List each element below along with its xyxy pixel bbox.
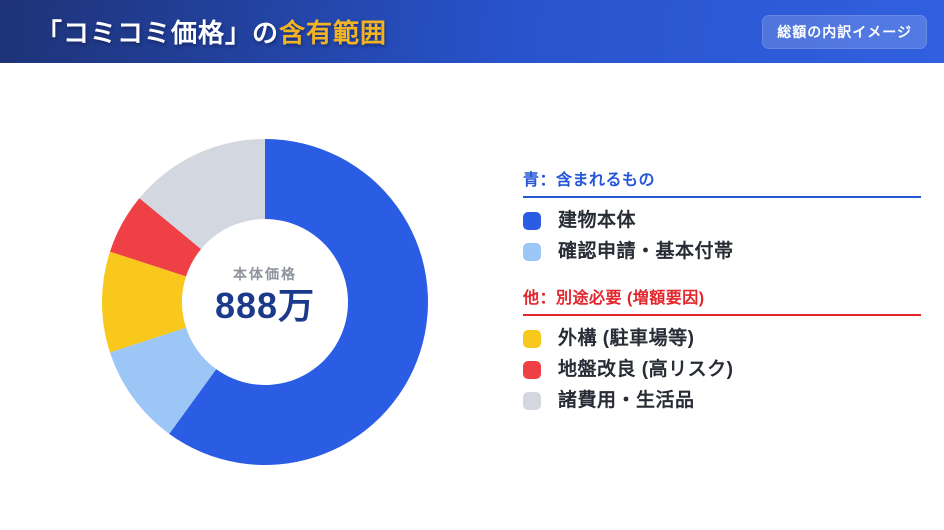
- legend-label: 外構 (駐車場等): [558, 328, 695, 349]
- legend-list-included: 建物本体確認申請・基本付帯: [523, 210, 921, 263]
- page-title: 「コミコミ価格」の含有範囲: [36, 13, 387, 50]
- legend-swatch: [523, 330, 541, 348]
- donut-segment: [139, 139, 265, 250]
- legend-label: 地盤改良 (高リスク): [558, 359, 734, 380]
- donut-segment: [109, 198, 202, 277]
- page-title-plain: 「コミコミ価格」の: [36, 18, 280, 48]
- legend-section-included-title: 青：含まれるもの: [523, 171, 921, 198]
- legend-swatch: [523, 392, 541, 410]
- legend-label: 建物本体: [558, 210, 637, 231]
- donut-center-label: 本体価格: [233, 266, 297, 282]
- legend-item: 確認申請・基本付帯: [523, 241, 921, 263]
- donut-segment: [109, 327, 217, 434]
- header-badge: 総額の内訳イメージ: [762, 14, 927, 49]
- legend-item: 地盤改良 (高リスク): [523, 359, 921, 381]
- header-banner: 「コミコミ価格」の含有範囲 総額の内訳イメージ: [0, 0, 944, 63]
- legend-section-extra: 他：別途必要 (増額要因) 外構 (駐車場等) 地盤改良 (高リスク) 諸費用・生活…: [523, 289, 921, 412]
- donut-chart: [102, 139, 428, 465]
- legend-swatch: [523, 243, 541, 261]
- donut-segment: [169, 139, 428, 465]
- legend-item: 建物本体: [523, 210, 921, 232]
- legend-swatch: [523, 212, 541, 230]
- legend-item: 外構 (駐車場等): [523, 328, 921, 350]
- page-title-accent: 含有範囲: [279, 18, 388, 48]
- legend-label: 確認申請・基本付帯: [558, 241, 734, 262]
- donut-center-value: 888万: [214, 285, 316, 326]
- legend-list-extra: 外構 (駐車場等) 地盤改良 (高リスク) 諸費用・生活品: [523, 328, 921, 412]
- donut-segment: [102, 251, 187, 353]
- donut-center-label-group: 本体価格 888万: [165, 266, 365, 326]
- legend-section-included: 青：含まれるもの 建物本体確認申請・基本付帯: [523, 171, 921, 263]
- legend: 青：含まれるもの 建物本体確認申請・基本付帯 他：別途必要 (増額要因) 外構 …: [523, 171, 921, 412]
- legend-label: 諸費用・生活品: [558, 390, 695, 411]
- legend-section-extra-title: 他：別途必要 (増額要因): [523, 289, 921, 316]
- legend-item: 諸費用・生活品: [523, 390, 921, 412]
- legend-swatch: [523, 361, 541, 379]
